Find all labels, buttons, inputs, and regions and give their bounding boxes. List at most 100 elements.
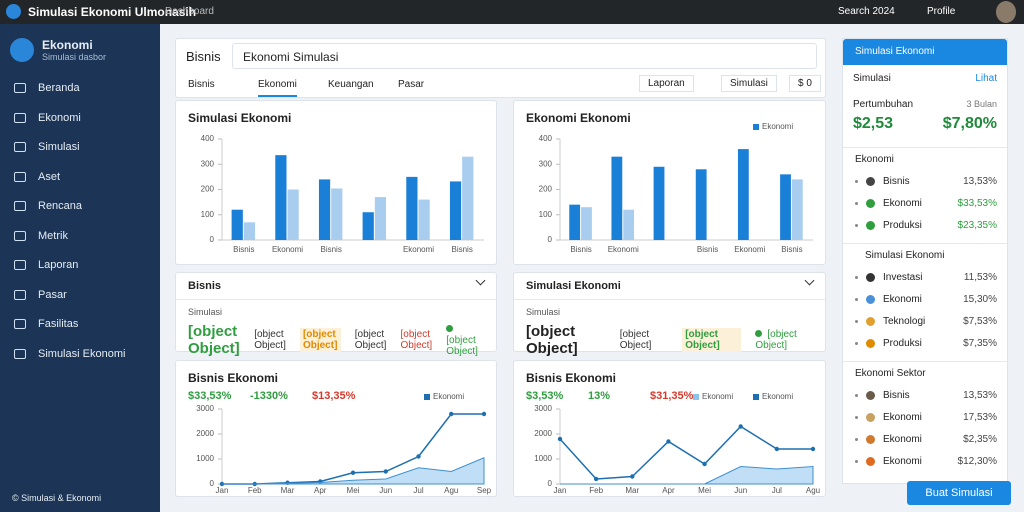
nav-item[interactable]: Pasar <box>14 289 67 301</box>
list-item[interactable]: Produksi $7,35% <box>855 335 997 351</box>
point <box>416 454 421 459</box>
nav-label: Rencana <box>38 200 83 212</box>
chart-title: Bisnis Ekonomi <box>188 371 279 385</box>
nav-label: Fasilitas <box>38 318 79 330</box>
stat-value: [object Object] <box>254 329 286 351</box>
app-subtitle: Dashboard <box>165 6 214 17</box>
point <box>481 411 487 417</box>
legend-swatch <box>753 394 759 400</box>
nav-item[interactable]: Fasilitas <box>14 318 78 330</box>
item-value: 11,53% <box>963 271 997 283</box>
bar-card: Ekonomi Ekonomi 0 100 200 300 400 Ekonomi Bisni… <box>513 100 826 265</box>
nav-item[interactable]: Laporan <box>14 259 78 271</box>
x-tick-label: Ekonomi <box>272 245 303 254</box>
nav-icon <box>14 230 26 241</box>
toolbar-button[interactable]: Laporan <box>639 75 694 92</box>
y-tick-label: 400 <box>201 134 215 143</box>
annotation: $33,53% <box>188 390 232 402</box>
chart: 0 1000 2000 3000 Ekonomi $33,53% -1330% $13,35%… <box>188 390 492 495</box>
nav-item[interactable]: Metrik <box>14 230 68 242</box>
bar <box>449 181 462 240</box>
y-tick-label: 100 <box>201 210 215 219</box>
item-icon <box>866 456 875 466</box>
chart: 0 100 200 300 400 Ekonomi Bisnis Ekonomi Bisnis E… <box>539 122 813 254</box>
bar-card: Simulasi Ekonomi 0 100 200 300 400 Bisnis Ekono… <box>175 100 497 265</box>
item-name: Produksi <box>883 219 922 231</box>
y-tick-label: 0 <box>548 479 553 488</box>
tab[interactable]: Ekonomi <box>258 79 297 97</box>
point <box>383 469 388 474</box>
nav-item[interactable]: Rencana <box>14 200 82 212</box>
y-tick-label: 0 <box>210 235 215 244</box>
legend-label: Ekonomi <box>762 122 793 131</box>
avatar[interactable] <box>996 1 1016 23</box>
top-profile[interactable]: Profile <box>927 6 956 17</box>
x-tick-label: Jul <box>772 486 782 495</box>
item-icon <box>866 390 875 400</box>
nav-label: Aset <box>38 170 61 183</box>
bullet <box>855 201 858 205</box>
tab[interactable]: Bisnis <box>188 79 215 90</box>
sidebar-footer: © Simulasi & Ekonomi <box>12 493 102 503</box>
x-tick-label: Feb <box>248 486 262 495</box>
create-button[interactable]: Buat Simulasi <box>907 481 1011 505</box>
bar <box>791 179 803 240</box>
point <box>702 461 707 467</box>
list-item[interactable]: Ekonomi 17,53% <box>855 409 997 425</box>
x-tick-label: Bisnis <box>781 245 802 254</box>
metric-label: Pertumbuhan <box>853 99 914 110</box>
nav-item[interactable]: Simulasi <box>14 141 80 153</box>
nav-item[interactable]: Simulasi Ekonomi <box>14 348 125 360</box>
list-item[interactable]: Teknologi $7,53% <box>855 313 997 329</box>
x-tick-label: Mei <box>698 486 711 495</box>
list-item[interactable]: Ekonomi $12,30% <box>855 453 997 469</box>
y-tick-label: 300 <box>539 159 553 168</box>
bar <box>374 197 387 240</box>
item-value: 15,30% <box>963 293 997 305</box>
bullet <box>855 437 858 441</box>
nav-item[interactable]: Aset <box>14 171 60 183</box>
x-tick-label: Sep <box>477 486 492 495</box>
chevron[interactable] <box>804 275 815 286</box>
nav-item[interactable]: Ekonomi <box>14 112 81 124</box>
bar <box>780 174 791 240</box>
toolbar-button[interactable]: $ 0 <box>789 75 821 92</box>
list-item[interactable]: Bisnis 13,53% <box>855 173 997 189</box>
list-item[interactable]: Investasi 11,53% <box>855 269 997 285</box>
list-item[interactable]: Ekonomi 15,30% <box>855 291 997 307</box>
section-title: Ekonomi <box>855 154 894 165</box>
bullet <box>855 275 858 279</box>
item-value: $7,35% <box>963 337 997 349</box>
chevron[interactable] <box>475 275 486 286</box>
x-tick-label: Bisnis <box>320 245 341 254</box>
nav-label: Laporan <box>38 259 79 271</box>
side-row-link[interactable]: Lihat <box>975 73 997 84</box>
divider <box>843 147 1007 148</box>
list-item[interactable]: Produksi $23,35% <box>855 217 997 233</box>
tab[interactable]: Pasar <box>398 79 425 90</box>
x-tick-label: Ekonomi <box>403 245 434 254</box>
nav-item[interactable]: Beranda <box>14 82 80 94</box>
y-tick-label: 3000 <box>196 404 214 413</box>
search-input[interactable]: Ekonomi Simulasi <box>232 43 817 69</box>
bar <box>695 169 707 240</box>
item-value: $7,53% <box>963 315 997 327</box>
list-item[interactable]: Bisnis 13,53% <box>855 387 997 403</box>
list-item[interactable]: Ekonomi $2,35% <box>855 431 997 447</box>
line <box>559 425 813 480</box>
x-tick-label: Bisnis <box>697 245 718 254</box>
annotation: $31,35% <box>650 390 694 402</box>
y-tick-label: 3000 <box>534 404 552 413</box>
item-icon <box>866 220 875 230</box>
top-search[interactable]: Search 2024 <box>838 6 895 17</box>
stat-card: Bisnis Simulasi [object Object] [object Obj… <box>175 272 497 357</box>
point <box>774 446 780 452</box>
tab[interactable]: Keuangan <box>328 79 374 90</box>
bar <box>623 209 635 240</box>
y-tick-label: 200 <box>201 185 215 194</box>
x-tick-label: Jul <box>413 486 423 495</box>
list-item[interactable]: Ekonomi $33,53% <box>855 195 997 211</box>
toolbar-button[interactable]: Simulasi <box>721 75 777 92</box>
stat-value: [object Object] <box>188 323 240 357</box>
nav-icon <box>14 171 26 182</box>
